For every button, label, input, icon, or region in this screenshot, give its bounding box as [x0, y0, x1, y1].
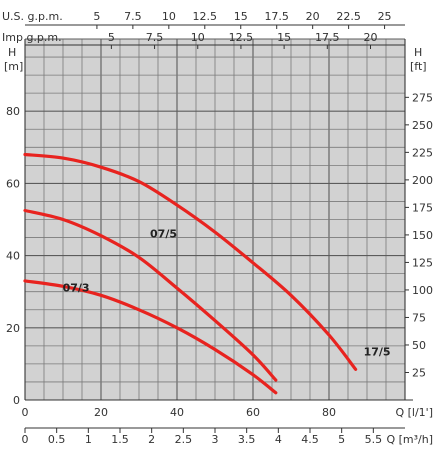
- y-right-tick-label: 225: [412, 146, 433, 159]
- us-gpm-tick-label: 7.5: [124, 10, 142, 23]
- m3h-tick-label: 2: [148, 433, 155, 446]
- y-tick-label: 40: [6, 250, 20, 263]
- y-right-tick-label: 75: [412, 311, 426, 324]
- us-gpm-tick-label: 25: [378, 10, 392, 23]
- x-tick-label: 60: [246, 406, 260, 419]
- m3h-tick-label: 4.5: [301, 433, 319, 446]
- imp-gpm-tick-label: 12.5: [229, 31, 254, 44]
- m3h-tick-label: 1: [85, 433, 92, 446]
- y-right-tick-label: 150: [412, 229, 433, 242]
- y-right-axis-title-unit: [ft]: [410, 60, 427, 73]
- imp-gpm-tick-label: 7.5: [146, 31, 164, 44]
- axes: [24, 39, 413, 401]
- m3h-tick-label: 5.5: [365, 433, 383, 446]
- y-right-tick-label: 200: [412, 174, 433, 187]
- m3h-axis-title: Q [m³/h]: [386, 433, 433, 446]
- imp-gpm-axis-label: Imp g.p.m.: [2, 31, 62, 44]
- y-right-tick-label: 125: [412, 256, 433, 269]
- us-gpm-tick-label: 22.5: [336, 10, 361, 23]
- m3h-tick-label: 0.5: [48, 433, 66, 446]
- y-right-tick-label: 50: [412, 339, 426, 352]
- m3h-tick-label: 1.5: [111, 433, 129, 446]
- series-line-07-3: [23, 279, 278, 395]
- x-tick-label: 80: [322, 406, 336, 419]
- grid: [24, 38, 406, 401]
- imp-gpm-tick-label: 10: [191, 31, 205, 44]
- us-gpm-tick-label: 5: [93, 10, 100, 23]
- y-tick-label: 0: [13, 394, 20, 407]
- left-y-axis: 0 20 40 60 80: [6, 105, 20, 407]
- series-label-07-5: 07/5: [150, 228, 177, 241]
- y-right-tick-label: 175: [412, 201, 433, 214]
- bottom-x-axis: 0 20 40 60 80 Q [l/1'] 0 0.5 1 1.5 2 2.5 3 3.5 4 4.5 5 5.…: [22, 406, 434, 446]
- m3h-tick-label: 5: [338, 433, 345, 446]
- m3h-tick-label: 3: [212, 433, 219, 446]
- x-tick-label: 0: [22, 406, 29, 419]
- m3h-tick-label: 2.5: [175, 433, 193, 446]
- us-gpm-tick-label: 17.5: [264, 10, 289, 23]
- series-line-17-5: [23, 152, 358, 371]
- us-gpm-tick-label: 15: [234, 10, 248, 23]
- series-labels: 17/5 07/5 07/3: [63, 228, 391, 359]
- y-right-tick-label: 250: [412, 119, 433, 132]
- right-y-axis: 25 50 75 100 125 150 175 200 225 250 275: [405, 91, 433, 379]
- y-right-tick-label: 100: [412, 284, 433, 297]
- y-right-tick-label: 25: [412, 366, 426, 379]
- us-gpm-tick-label: 10: [162, 10, 176, 23]
- series-group: [23, 152, 358, 395]
- series-label-17-5: 17/5: [364, 345, 391, 358]
- y-tick-label: 20: [6, 322, 20, 335]
- m3h-tick-label: 0: [22, 433, 29, 446]
- x-tick-label: 40: [170, 406, 184, 419]
- imp-gpm-tick-label: 20: [363, 31, 377, 44]
- series-label-07-3: 07/3: [63, 282, 90, 295]
- imp-gpm-tick-label: 5: [108, 31, 115, 44]
- y-axis-title-unit: [m]: [4, 60, 23, 73]
- y-tick-label: 80: [6, 105, 20, 118]
- us-gpm-axis-label: U.S. g.p.m.: [2, 10, 63, 23]
- x-axis-title: Q [l/1']: [395, 406, 433, 419]
- imp-gpm-tick-label: 17.5: [315, 31, 340, 44]
- series-line-07-5: [23, 208, 278, 382]
- y-axis-title-h: H: [8, 46, 16, 59]
- m3h-tick-label: 3.5: [238, 433, 256, 446]
- m3h-tick-label: 4: [275, 433, 282, 446]
- y-right-axis-title-h: H: [414, 46, 422, 59]
- x-tick-label: 20: [94, 406, 108, 419]
- y-right-tick-label: 275: [412, 91, 433, 104]
- us-gpm-tick-label: 20: [306, 10, 320, 23]
- imp-gpm-tick-label: 15: [277, 31, 291, 44]
- us-gpm-tick-label: 12.5: [193, 10, 218, 23]
- y-tick-label: 60: [6, 177, 20, 190]
